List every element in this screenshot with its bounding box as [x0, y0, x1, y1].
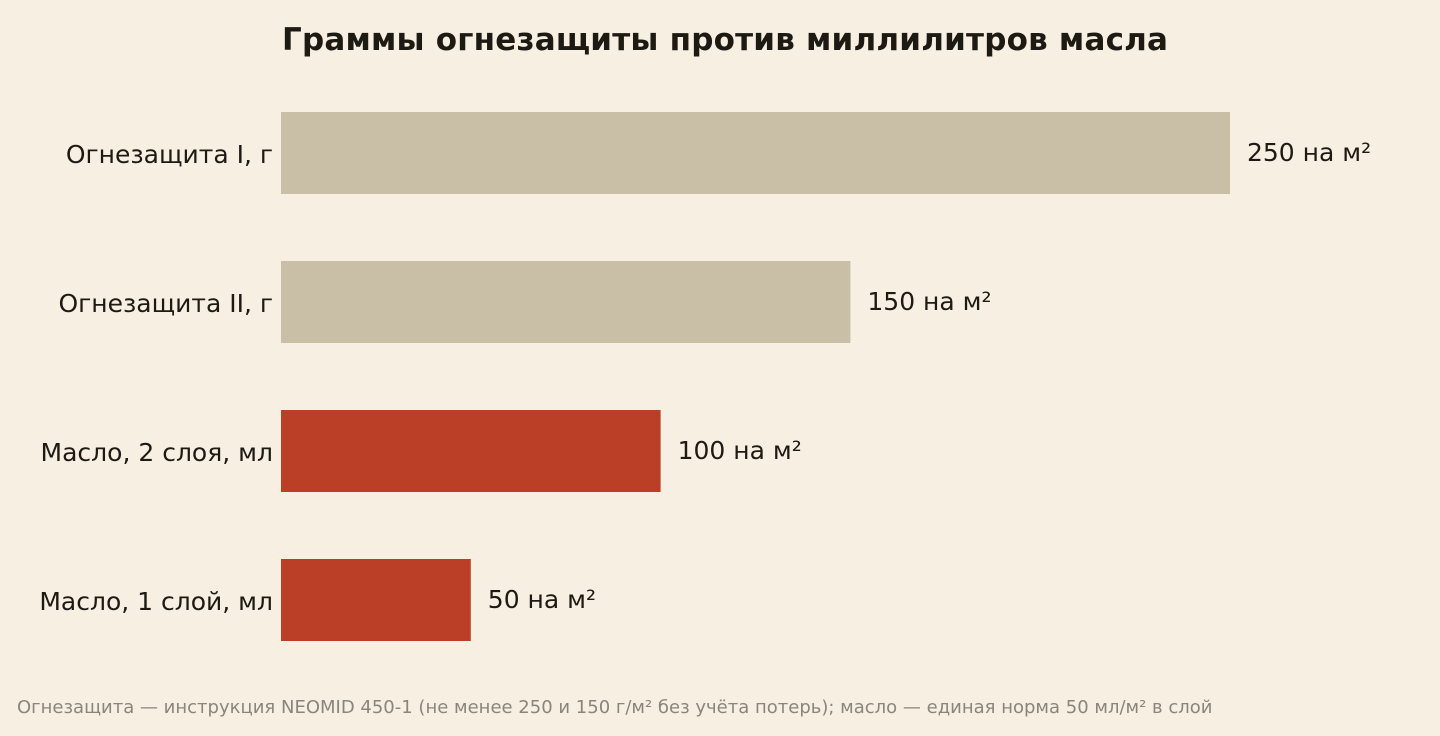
chart-title: Граммы огнезащиты против миллилитров мас…: [282, 22, 1169, 58]
value-label: 100 на м²: [678, 436, 802, 465]
bar-3: [281, 410, 661, 492]
value-label: 50 на м²: [488, 585, 596, 614]
category-label: Масло, 2 слоя, мл: [41, 438, 273, 467]
bar-1: [281, 112, 1230, 194]
value-label: 250 на м²: [1247, 138, 1371, 167]
category-label: Огнезащита II, г: [58, 289, 273, 318]
bar-4: [281, 559, 471, 641]
category-label: Огнезащита I, г: [66, 140, 273, 169]
source-footnote: Огнезащита — инструкция NEOMID 450-1 (не…: [17, 697, 1213, 718]
category-label: Масло, 1 слой, мл: [39, 587, 273, 616]
bar-2: [281, 261, 851, 343]
value-label: 150 на м²: [867, 287, 991, 316]
